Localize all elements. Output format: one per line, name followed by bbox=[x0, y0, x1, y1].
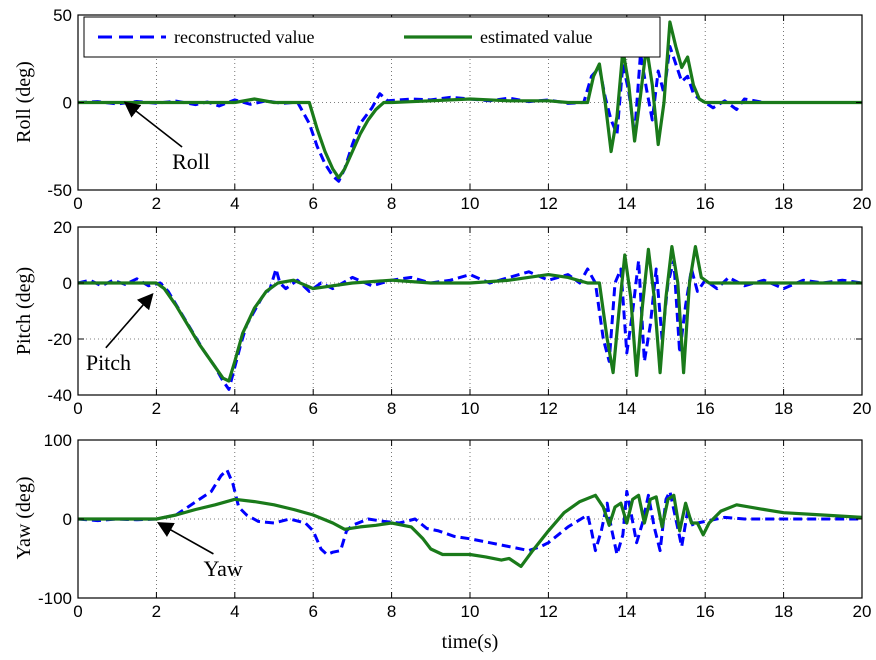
x-tick-label: 6 bbox=[308, 602, 317, 621]
x-tick-label: 4 bbox=[230, 602, 239, 621]
x-tick-label: 18 bbox=[774, 194, 793, 213]
y-axis-label: Pitch (deg) bbox=[13, 267, 35, 355]
x-tick-label: 16 bbox=[696, 194, 715, 213]
legend-box bbox=[83, 16, 661, 58]
x-tick-label: 8 bbox=[387, 602, 396, 621]
y-tick-label: 0 bbox=[63, 510, 72, 529]
series-line-estimated bbox=[78, 20, 862, 180]
x-tick-label: 0 bbox=[73, 399, 82, 418]
x-tick-label: 10 bbox=[461, 399, 480, 418]
x-tick-label: 8 bbox=[387, 399, 396, 418]
series-line-estimated bbox=[78, 493, 863, 568]
legend: reconstructed value estimated value bbox=[83, 16, 661, 58]
x-tick-label: 4 bbox=[230, 399, 239, 418]
x-tick-label: 4 bbox=[230, 194, 239, 213]
series-line-reconstructed bbox=[77, 468, 862, 556]
x-tick-label: 14 bbox=[617, 194, 636, 213]
y-tick-label: 100 bbox=[44, 431, 72, 450]
x-tick-label: 0 bbox=[73, 194, 82, 213]
x-tick-label: 14 bbox=[617, 602, 636, 621]
y-axis-label: Yaw (deg) bbox=[13, 477, 35, 560]
x-tick-label: 10 bbox=[461, 602, 480, 621]
series-line-estimated bbox=[78, 245, 862, 383]
panel-2: 0 2 4 6 8 10 12 14 16 18 20 -40 -20 0 20 Pitch (deg) Pit… bbox=[13, 218, 871, 418]
legend-label-estimated: estimated value bbox=[480, 27, 592, 47]
y-tick-label: -100 bbox=[38, 589, 72, 608]
x-tick-label: 8 bbox=[387, 194, 396, 213]
annotation-arrow bbox=[123, 101, 183, 148]
x-axis-label: time(s) bbox=[442, 631, 499, 653]
y-tick-label: -50 bbox=[47, 181, 72, 200]
x-tick-label: 20 bbox=[853, 602, 872, 621]
y-tick-label: 20 bbox=[53, 218, 72, 237]
x-tick-label: 12 bbox=[539, 399, 558, 418]
y-tick-label: -20 bbox=[47, 330, 72, 349]
x-tick-label: 2 bbox=[152, 602, 161, 621]
x-tick-label: 20 bbox=[853, 399, 872, 418]
annotation-label: Yaw bbox=[203, 556, 242, 581]
annotation-label: Pitch bbox=[86, 350, 131, 375]
y-tick-label: 50 bbox=[53, 6, 72, 25]
y-axis-label: Roll (deg) bbox=[13, 61, 35, 143]
x-tick-label: 10 bbox=[461, 194, 480, 213]
x-tick-label: 18 bbox=[774, 399, 793, 418]
x-tick-label: 16 bbox=[696, 399, 715, 418]
x-tick-label: 0 bbox=[73, 602, 82, 621]
y-tick-label: 0 bbox=[63, 274, 72, 293]
legend-label-reconstructed: reconstructed value bbox=[174, 27, 314, 47]
x-tick-label: 2 bbox=[152, 399, 161, 418]
x-tick-label: 6 bbox=[308, 194, 317, 213]
y-tick-label: 0 bbox=[63, 94, 72, 113]
annotation-arrow bbox=[156, 522, 214, 555]
annotation-label: Roll bbox=[172, 149, 210, 174]
y-tick-label: -40 bbox=[47, 386, 72, 405]
x-tick-label: 2 bbox=[152, 194, 161, 213]
x-tick-label: 16 bbox=[696, 602, 715, 621]
x-tick-label: 6 bbox=[308, 399, 317, 418]
x-tick-label: 20 bbox=[853, 194, 872, 213]
x-tick-label: 18 bbox=[774, 602, 793, 621]
x-tick-label: 14 bbox=[617, 399, 636, 418]
x-tick-label: 12 bbox=[539, 602, 558, 621]
annotation-arrow bbox=[105, 292, 154, 349]
x-tick-label: 12 bbox=[539, 194, 558, 213]
